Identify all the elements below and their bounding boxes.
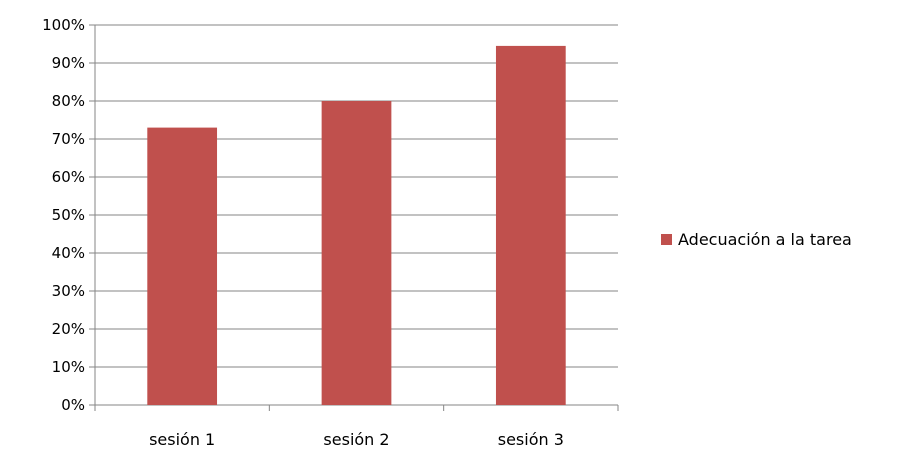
legend-label: Adecuación a la tarea (678, 230, 852, 249)
y-tick-label: 100% (42, 16, 85, 34)
y-tick-label: 40% (52, 244, 85, 262)
axis-labels: 0% 10% 20% 30% 40% 50% 60% 70% 80% 90% 100% sesión … (42, 16, 564, 449)
y-tick-label: 10% (52, 358, 85, 376)
x-category-label: sesión 1 (149, 430, 215, 449)
legend-swatch (661, 234, 672, 245)
y-tick-label: 80% (52, 92, 85, 110)
y-tick-label: 70% (52, 130, 85, 148)
y-tick-label: 30% (52, 282, 85, 300)
legend: Adecuación a la tarea (661, 230, 852, 249)
bar-3 (495, 45, 566, 406)
y-tick-label: 60% (52, 168, 85, 186)
bar-1 (147, 127, 218, 405)
bars (147, 45, 566, 406)
bar-2 (321, 101, 392, 405)
y-tick-label: 0% (61, 396, 85, 414)
y-tick-label: 50% (52, 206, 85, 224)
x-category-label: sesión 3 (498, 430, 564, 449)
x-category-label: sesión 2 (323, 430, 389, 449)
y-tick-label: 20% (52, 320, 85, 338)
y-tick-label: 90% (52, 54, 85, 72)
